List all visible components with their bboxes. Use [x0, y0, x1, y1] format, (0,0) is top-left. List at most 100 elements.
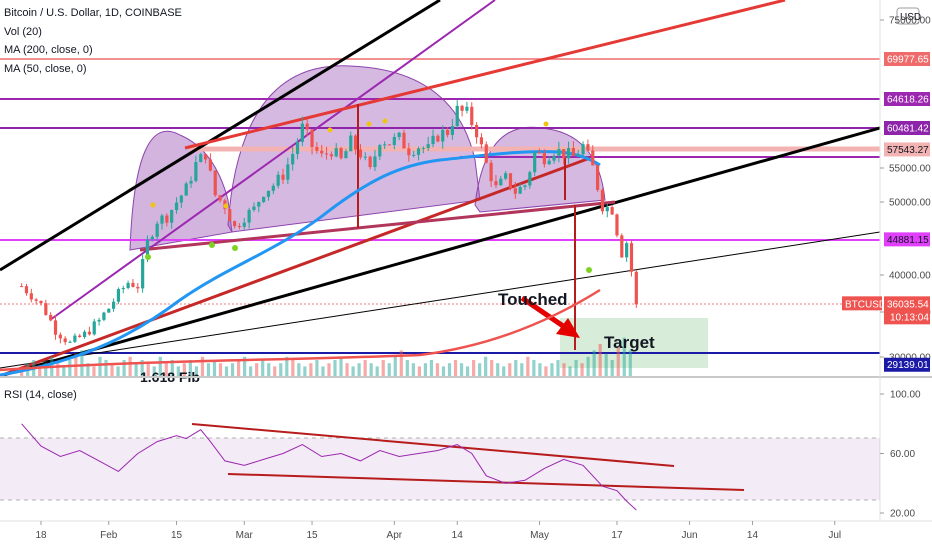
volume-bar — [68, 360, 72, 376]
target-annotation: Target — [604, 333, 655, 352]
volume-bar — [255, 363, 259, 376]
volume-bar — [224, 366, 229, 376]
rsi-lower-trend — [227, 473, 745, 491]
candle-body — [470, 106, 474, 126]
volume-bar — [357, 363, 361, 376]
ma-50-line — [0, 150, 601, 376]
volume-bar — [285, 356, 289, 376]
volume-bar — [441, 366, 446, 376]
volume-bar — [616, 347, 620, 376]
candle-body — [112, 301, 116, 309]
candle-body — [233, 221, 237, 227]
candle-body — [208, 159, 212, 171]
candle-body — [237, 226, 242, 228]
candle-body — [479, 137, 484, 145]
candle-body — [508, 173, 513, 189]
candle-body — [92, 321, 96, 335]
volume-bar — [538, 363, 542, 376]
candle-body — [58, 334, 62, 339]
ma-200-line — [0, 288, 601, 372]
candle-body — [383, 144, 387, 146]
lower-channel-line — [0, 126, 880, 376]
volume-bar — [526, 356, 530, 376]
volume-bar — [465, 366, 470, 376]
countdown-label: 10:13:04 — [890, 312, 929, 323]
volume-bar — [206, 363, 211, 376]
candle-body — [29, 293, 33, 300]
candle-body — [300, 123, 304, 142]
rsi-axis[interactable]: 100.00 60.00 20.00 — [880, 390, 921, 520]
candle-body — [552, 155, 556, 161]
candle-body — [445, 129, 450, 135]
candle-body — [87, 331, 91, 335]
candle-body — [203, 154, 208, 160]
volume-bar — [532, 360, 536, 376]
candle-body — [107, 308, 111, 313]
volume-bar — [411, 363, 415, 376]
candle-body — [78, 335, 82, 338]
price-tag-box — [884, 52, 930, 67]
candle-body — [199, 154, 203, 163]
candle-body — [596, 165, 600, 190]
time-tick-label: Mar — [236, 530, 254, 541]
candle-body — [378, 145, 382, 157]
volume-bar — [110, 363, 114, 376]
volume-bar — [556, 360, 560, 376]
candle-body — [310, 129, 314, 147]
candle-body — [82, 331, 87, 338]
marker — [382, 118, 388, 124]
volume-bar — [243, 356, 247, 376]
candle-body — [24, 286, 29, 294]
volume-bar — [146, 363, 150, 376]
candle-body — [20, 286, 24, 288]
candle-body — [581, 144, 585, 155]
volume-bar — [38, 366, 42, 376]
candle-body — [542, 152, 546, 165]
candle-body — [402, 132, 406, 149]
candle-body — [44, 303, 48, 315]
candle-body — [344, 151, 348, 159]
candle-body — [528, 172, 532, 186]
time-axis[interactable]: 18 Feb 15 Mar 15 Apr 14 May 17 Jun 14 Jul — [35, 521, 841, 541]
volume-bar — [345, 363, 349, 376]
candle-body — [266, 190, 271, 197]
candle-body — [576, 154, 580, 157]
price-tag-box — [884, 142, 930, 157]
candle-body — [320, 150, 324, 154]
volume-bar — [502, 366, 506, 376]
thin-trend-line — [0, 231, 880, 369]
price-tag-label: 57543.27 — [887, 145, 929, 156]
price-tags: 69977.65 64618.26 60481.42 57543.27 44881.15… — [842, 52, 930, 372]
time-tick-label: Apr — [387, 530, 403, 541]
candle-body — [257, 201, 261, 207]
candle-body — [131, 282, 135, 287]
time-tick-label: 14 — [747, 530, 759, 541]
volume-bar — [610, 360, 614, 376]
time-tick-label: 18 — [35, 530, 47, 541]
candle-body — [334, 148, 338, 157]
touched-annotation: Touched — [498, 290, 568, 309]
candle-body — [145, 239, 150, 260]
candle-body — [165, 215, 169, 223]
candle-body — [494, 181, 498, 186]
time-tick-label: 17 — [611, 530, 623, 541]
volume-bar — [622, 337, 626, 376]
rsi-tick-label: 100.00 — [890, 390, 921, 401]
candle-body — [397, 132, 401, 138]
candle-body — [102, 312, 106, 320]
currency-button[interactable] — [896, 7, 920, 25]
price-tag-box — [884, 232, 930, 247]
volume-bar — [80, 350, 84, 376]
candle-body — [504, 173, 508, 179]
candle-body — [426, 144, 430, 149]
candle-body — [73, 335, 77, 342]
marker — [145, 254, 151, 260]
volume-bar — [405, 360, 409, 376]
price-tag-box — [884, 357, 930, 372]
candle-body — [615, 214, 619, 236]
marker — [543, 121, 549, 127]
candle-body — [620, 235, 624, 258]
price-tick-label: 40000.00 — [889, 271, 931, 282]
candle-body — [295, 141, 300, 155]
